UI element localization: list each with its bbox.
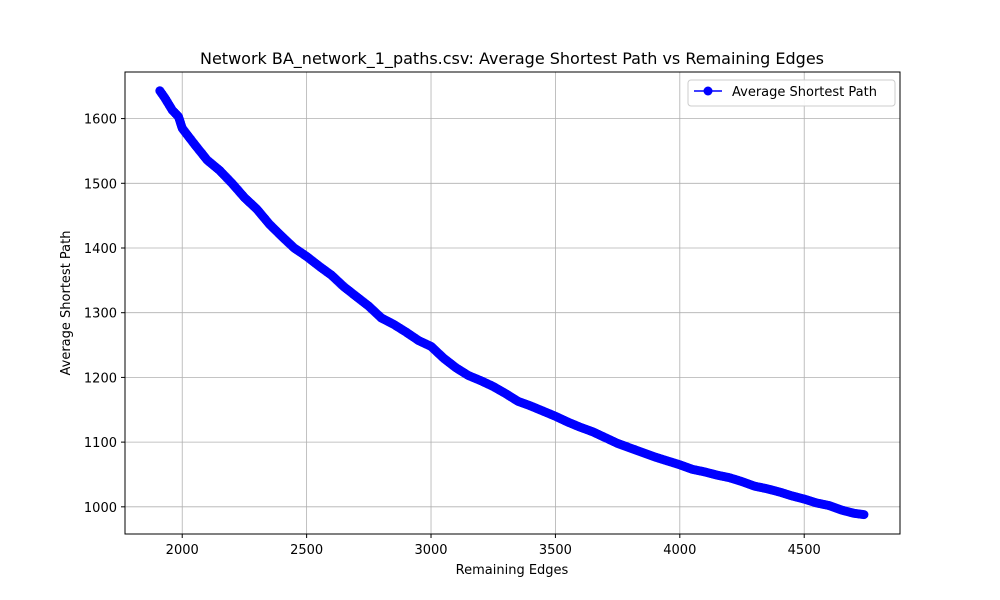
y-axis-title: Average Shortest Path: [59, 231, 74, 376]
y-tick-label: 1000: [84, 501, 117, 516]
x-axis-title: Remaining Edges: [456, 563, 569, 578]
chart-title: Network BA_network_1_paths.csv: Average …: [200, 49, 824, 69]
x-tick-label: 3500: [539, 543, 572, 558]
y-tick-label: 1400: [84, 242, 117, 257]
x-tick-label: 3000: [414, 543, 447, 558]
y-tick-label: 1300: [84, 307, 117, 322]
x-tick-label: 2500: [290, 543, 323, 558]
plot-frame: [124, 71, 901, 535]
legend-label: Average Shortest Path: [732, 85, 877, 100]
tick-layer: 2000 2500 3000 3500 4000 4500 1000 1100 1200 1300…: [84, 113, 821, 558]
y-tick-label: 1500: [84, 177, 117, 192]
legend-box: [687, 79, 896, 107]
series-layer: [155, 86, 869, 520]
legend: Average Shortest Path: [687, 79, 896, 107]
legend-marker-swatch: [703, 86, 713, 96]
data-point: [859, 510, 869, 520]
y-tick-label: 1200: [84, 371, 117, 386]
y-tick-label: 1100: [84, 436, 117, 451]
grid-layer: [125, 72, 900, 534]
y-tick-label: 1600: [84, 113, 117, 128]
x-tick-label: 4000: [663, 543, 696, 558]
x-tick-label: 2000: [166, 543, 199, 558]
x-tick-label: 4500: [788, 543, 821, 558]
